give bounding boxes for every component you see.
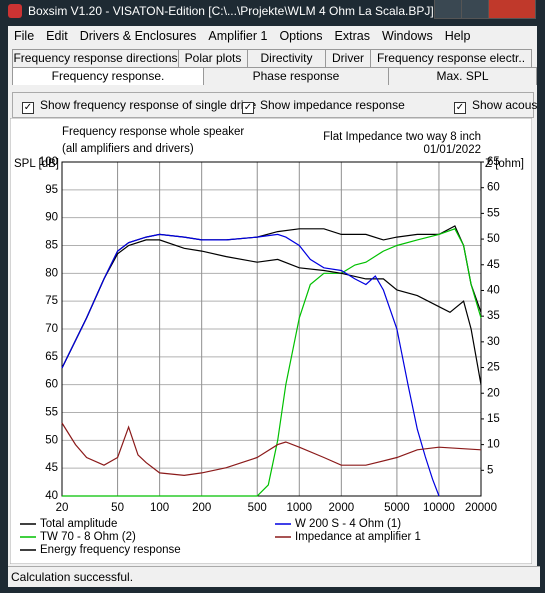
annotation: 01/01/2022 bbox=[423, 144, 481, 156]
menu-item[interactable]: Amplifier 1 bbox=[208, 29, 268, 43]
y-tick-label: 45 bbox=[45, 462, 58, 474]
y-tick-label: 70 bbox=[45, 323, 58, 335]
tab[interactable]: Frequency response. bbox=[12, 67, 204, 85]
tab[interactable]: Phase response bbox=[203, 67, 389, 85]
menu-item[interactable]: Edit bbox=[46, 29, 68, 43]
series-line bbox=[61, 239, 482, 385]
tab[interactable]: Max. SPL bbox=[388, 67, 537, 85]
x-tick-label: 10000 bbox=[423, 502, 455, 514]
checkbox[interactable]: ✓ Show frequency response of single drive bbox=[22, 98, 257, 114]
y-tick-label: 75 bbox=[45, 295, 58, 307]
y2-tick-label: 20 bbox=[487, 387, 500, 399]
series-line bbox=[61, 422, 482, 477]
checkbox-bar: ✓ Show frequency response of single drive… bbox=[12, 92, 538, 118]
checkbox-label: Show impedance response bbox=[260, 98, 405, 112]
close[interactable] bbox=[488, 0, 536, 19]
chart: Frequency response whole speaker (all am… bbox=[10, 118, 532, 564]
y2-tick-label: 45 bbox=[487, 259, 500, 271]
menu-bar: File Edit Drivers & Enclosures Amplifier 1 O… bbox=[8, 26, 537, 46]
menu-item[interactable]: File bbox=[14, 29, 35, 43]
series-line bbox=[62, 228, 482, 497]
y2-tick-label: 40 bbox=[487, 284, 500, 296]
tab[interactable]: Frequency response directions bbox=[12, 49, 179, 67]
y2-tick-label: 65 bbox=[487, 156, 500, 168]
maximize[interactable] bbox=[461, 0, 489, 19]
y2-tick-label: 25 bbox=[487, 362, 500, 374]
menu-item[interactable]: Windows bbox=[381, 29, 433, 43]
y-tick-label: 80 bbox=[45, 267, 58, 279]
x-tick-label: 50 bbox=[111, 502, 124, 514]
annotation: Flat Impedance two way 8 inch bbox=[323, 131, 481, 143]
checkbox-label: Show acous bbox=[472, 98, 538, 112]
y2-tick-label: 60 bbox=[487, 182, 500, 194]
status-bar: Calculation successful. bbox=[8, 566, 540, 587]
series-line bbox=[61, 233, 440, 497]
x-tick-label: 5000 bbox=[384, 502, 410, 514]
x-tick-label: 200 bbox=[192, 502, 211, 514]
menu-item[interactable]: Drivers & Enclosures bbox=[79, 29, 197, 43]
y-axis-label: SPL [dB] bbox=[14, 158, 59, 170]
checkbox[interactable]: ✓ Show impedance response bbox=[242, 98, 405, 114]
y-tick-label: 90 bbox=[45, 212, 58, 224]
legend-label: Energy frequency response bbox=[40, 544, 181, 556]
legend-label: Impedance at amplifier 1 bbox=[295, 531, 421, 543]
menu-item[interactable]: Help bbox=[444, 29, 471, 43]
x-tick-label: 20 bbox=[56, 502, 69, 514]
legend-label: TW 70 - 8 Ohm (2) bbox=[40, 531, 136, 543]
y2-tick-label: 5 bbox=[487, 464, 493, 476]
y2-tick-label: 35 bbox=[487, 310, 500, 322]
x-tick-label: 2000 bbox=[329, 502, 355, 514]
y-tick-label: 85 bbox=[45, 240, 58, 252]
plot-frame bbox=[61, 161, 482, 497]
chart-subtitle: (all amplifiers and drivers) bbox=[62, 143, 194, 155]
menu-item[interactable]: Extras bbox=[334, 29, 370, 43]
y-tick-label: 65 bbox=[45, 351, 58, 363]
y2-tick-label: 50 bbox=[487, 233, 500, 245]
x-tick-label: 500 bbox=[248, 502, 267, 514]
app-icon bbox=[8, 4, 22, 18]
y-tick-label: 40 bbox=[45, 490, 58, 502]
legend-label: Total amplitude bbox=[40, 518, 117, 530]
menu-item[interactable]: Options bbox=[279, 29, 323, 43]
checkbox-label: Show frequency response of single drive bbox=[40, 98, 257, 112]
tab[interactable]: Polar plots bbox=[178, 49, 248, 67]
y-tick-label: 50 bbox=[45, 434, 58, 446]
y-tick-label: 60 bbox=[45, 379, 58, 391]
y2-tick-label: 30 bbox=[487, 336, 500, 348]
window-title: Boxsim V1.20 - VISATON-Edition [C:\...\P… bbox=[28, 4, 434, 18]
chart-title: Frequency response whole speaker bbox=[62, 126, 244, 138]
x-tick-label: 100 bbox=[150, 502, 169, 514]
y2-tick-label: 10 bbox=[487, 439, 500, 451]
tab[interactable]: Directivity bbox=[247, 49, 326, 67]
y2-tick-label: 15 bbox=[487, 413, 500, 425]
tab[interactable]: Frequency response electr.. bbox=[370, 49, 532, 67]
checkbox[interactable]: ✓ Show acous bbox=[454, 98, 538, 114]
y2-axis-label: Z [ohm] bbox=[485, 158, 524, 170]
chart-panel bbox=[10, 118, 532, 564]
minimize[interactable] bbox=[434, 0, 462, 19]
y2-tick-label: 55 bbox=[487, 207, 500, 219]
y-tick-label: 95 bbox=[45, 184, 58, 196]
legend-label: W 200 S - 4 Ohm (1) bbox=[295, 518, 401, 530]
y-tick-label: 100 bbox=[39, 156, 58, 168]
tab[interactable]: Driver bbox=[325, 49, 371, 67]
y-tick-label: 55 bbox=[45, 407, 58, 419]
x-tick-label: 20000 bbox=[465, 502, 497, 514]
x-tick-label: 1000 bbox=[286, 502, 312, 514]
